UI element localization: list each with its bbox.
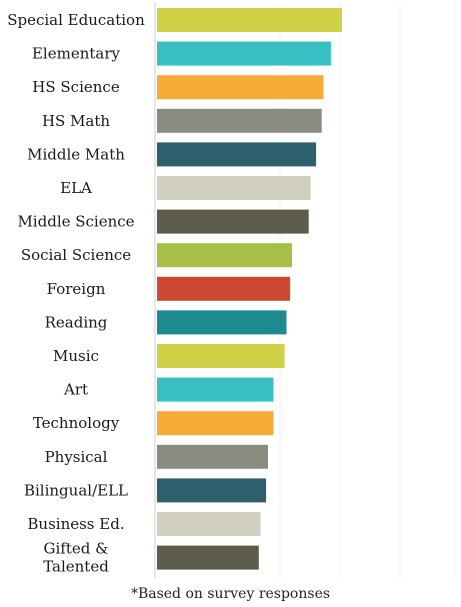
category-label: Technology <box>33 414 120 432</box>
bar <box>157 545 259 570</box>
category-label: Music <box>53 347 99 365</box>
category-label: Physical <box>45 448 108 466</box>
bar <box>157 108 322 133</box>
bar <box>157 377 274 402</box>
bars <box>157 8 342 570</box>
category-label: Business Ed. <box>27 515 124 533</box>
bar <box>157 276 291 301</box>
category-label: Social Science <box>21 246 131 264</box>
category-label: Bilingual/ELL <box>24 481 128 499</box>
category-label: Special Education <box>7 11 145 29</box>
bar <box>157 344 285 368</box>
bar <box>157 142 317 167</box>
category-label: Gifted & <box>44 540 109 558</box>
bar <box>157 310 287 335</box>
category-label: HS Science <box>32 78 120 96</box>
category-labels: Special Education Elementary HS Science HS … <box>7 11 145 576</box>
footnote: *Based on survey responses <box>130 586 331 602</box>
category-label: Middle Science <box>17 213 134 231</box>
category-label: Foreign <box>47 280 106 298</box>
category-label: Elementary <box>32 45 121 63</box>
category-label: ELA <box>60 179 92 197</box>
bar <box>157 209 309 234</box>
bar <box>157 478 267 503</box>
category-label: Reading <box>45 313 108 331</box>
bar <box>157 41 331 66</box>
bar <box>157 243 292 268</box>
category-label: Talented <box>43 558 109 576</box>
bar <box>157 512 261 536</box>
bar <box>157 176 311 200</box>
bar <box>157 75 324 100</box>
bar <box>157 8 342 32</box>
bar <box>157 411 274 436</box>
bar <box>157 444 268 469</box>
category-label: Middle Math <box>27 145 125 163</box>
category-label: HS Math <box>42 112 110 130</box>
category-label: Art <box>63 381 88 399</box>
